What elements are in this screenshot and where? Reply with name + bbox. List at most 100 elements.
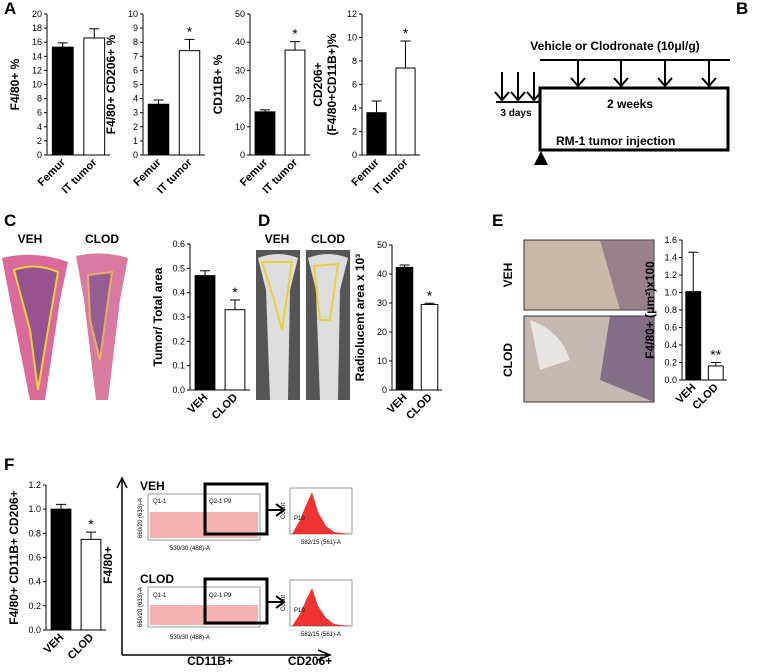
y-tick-label: 4: [133, 94, 138, 104]
image-label: VEH: [18, 232, 43, 246]
y-tick-label: 0.2: [172, 336, 185, 346]
y-tick-label: 0.5: [172, 263, 185, 273]
y-tick-label: 12: [32, 65, 42, 75]
panel-letter: C: [4, 211, 16, 230]
hist-gate: P10: [294, 516, 305, 522]
image-label: CLOD: [85, 232, 119, 246]
y-tick-label: 20: [32, 9, 42, 19]
gate: Q1-1: [153, 593, 167, 599]
dot-y: 660/20 (633)-A: [138, 587, 144, 627]
duration-label: 2 weeks: [607, 97, 653, 111]
panel-letter: B: [736, 0, 748, 18]
y-tick-label: 8: [37, 94, 42, 104]
images-e: VEH CLOD: [501, 239, 655, 403]
y-tick-label: 50: [377, 240, 387, 250]
error-bar: [371, 100, 382, 113]
y-tick-label: 10: [347, 33, 357, 43]
image-label: CLOD: [501, 343, 515, 377]
bar: [707, 365, 724, 381]
y-tick-label: 0.6: [172, 239, 185, 249]
error-bar: [399, 264, 410, 268]
y-tick-label: 30: [235, 65, 245, 75]
dot-x: 530/30 (488)-A: [170, 546, 210, 552]
diagram: Vehicle or Clodronate (10μl/g) 2 weeks 3…: [494, 39, 730, 165]
y-tick-label: 3: [133, 108, 138, 118]
y-tick-label: 10: [235, 122, 245, 132]
bar: [178, 50, 201, 156]
y-tick-label: 0.0: [28, 625, 41, 635]
y-tick-label: 0.0: [664, 375, 677, 385]
bar: [420, 303, 439, 391]
y-tick-label: 10: [377, 356, 387, 366]
gate: Q2-1 P9: [209, 593, 232, 599]
bar: [83, 37, 106, 156]
error-bar: [184, 38, 195, 51]
error-bar: [56, 503, 66, 510]
images-c: VEH CLOD: [2, 232, 128, 400]
bar: [80, 538, 102, 631]
error-bar: [260, 109, 270, 112]
y-axis-label: Tumor/ Total area: [151, 267, 165, 366]
bar: [194, 275, 216, 391]
y-axis-label: F4/80+ CD206+ %: [104, 34, 118, 134]
pre-label: 3 days: [500, 108, 532, 119]
flow-group: VEH: [140, 479, 165, 493]
error-bar: [153, 99, 164, 105]
annotation: *: [403, 25, 409, 41]
flow-hist-axis: CD206+: [288, 654, 332, 667]
error-bar: [290, 41, 300, 51]
x-tick-label: CLOD: [404, 392, 435, 423]
image-label: VEH: [501, 263, 515, 288]
y-tick-label: 8: [352, 56, 357, 66]
panel-letter: F: [4, 455, 14, 474]
y-tick-label: 20: [377, 327, 387, 337]
y-tick-label: 0: [352, 150, 357, 160]
y-tick-label: 1.4: [664, 253, 677, 263]
error-bar: [400, 40, 411, 69]
bar: [685, 291, 702, 381]
bar: [224, 309, 246, 391]
y-tick-label: 0.6: [28, 553, 41, 563]
hist-gate: P10: [294, 608, 305, 614]
y-tick-label: 10: [128, 9, 138, 19]
error-bar: [710, 362, 721, 366]
flow-x-axis: CD11B+: [187, 654, 233, 667]
bar: [254, 111, 276, 156]
y-tick-label: 0.2: [664, 358, 677, 368]
panel-letters: A B C D E F: [4, 0, 748, 474]
panel-letter: E: [492, 211, 503, 230]
y-tick-label: 9: [133, 23, 138, 33]
gate: Q1-1: [153, 499, 167, 505]
y-tick-label: 20: [235, 94, 245, 104]
x-tick-label: CLOD: [690, 382, 721, 413]
y-axis-label: F4/80+ CD11B+ CD206+: [7, 490, 21, 624]
annotation: **: [710, 347, 721, 363]
x-tick-label: VEH: [42, 632, 67, 657]
error-bar: [230, 299, 240, 310]
hist-y: Count: [281, 503, 287, 519]
annotation: *: [427, 287, 433, 303]
gate: Q2-1 P9: [209, 499, 232, 505]
bar: [366, 112, 387, 156]
y-tick-label: 4: [352, 103, 357, 113]
error-bar: [57, 42, 68, 48]
hist-x: 582/15 (561)-A: [301, 632, 341, 638]
y-tick-label: 12: [347, 9, 357, 19]
bar: [147, 103, 170, 156]
flow-group: CLOD: [140, 572, 174, 586]
error-bar: [86, 531, 96, 540]
y-tick-label: 0: [240, 150, 245, 160]
y-tick-label: 6: [133, 65, 138, 75]
annotation: *: [187, 23, 193, 39]
y-tick-label: 40: [235, 37, 245, 47]
y-tick-label: 1: [133, 136, 138, 146]
y-tick-label: 0.2: [28, 601, 41, 611]
bar: [284, 49, 306, 156]
y-tick-label: 30: [377, 298, 387, 308]
error-bar: [89, 28, 100, 38]
y-tick-label: 1.2: [28, 480, 41, 490]
annotation: *: [292, 26, 298, 42]
y-tick-label: 6: [352, 80, 357, 90]
y-tick-label: 10: [32, 80, 42, 90]
error-bar: [200, 270, 210, 276]
